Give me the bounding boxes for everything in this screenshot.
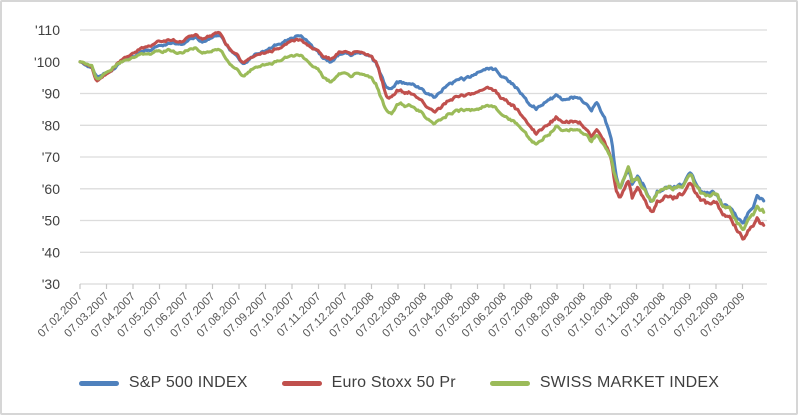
y-axis-tick-label: '60 [42,181,60,197]
y-axis-tick-label: '70 [42,149,60,165]
legend-label-sp500: S&P 500 INDEX [128,374,248,391]
legend-swatch-smi-icon [489,380,530,386]
legend-swatch-eurostoxx-icon [281,380,322,386]
legend-item-eurostoxx: Euro Stoxx 50 Pr [281,374,456,392]
line-chart: '110'100'90'80'70'60'50'40'3007.02.20070… [34,22,767,340]
legend-swatch-sp500-icon [78,380,119,386]
series-line-s-p-500-index [78,34,766,225]
y-axis-tick-label: '80 [42,117,60,133]
legend-item-sp500: S&P 500 INDEX [78,374,248,392]
y-axis-tick-label: '40 [42,244,60,260]
y-axis-tick-label: '30 [42,276,60,292]
y-axis-tick-label: '90 [42,86,60,102]
y-axis-tick-label: '50 [42,213,60,229]
legend-item-smi: SWISS MARKET INDEX [489,374,720,392]
legend-label-smi: SWISS MARKET INDEX [539,374,720,391]
series-line-euro-stoxx-50-pr [78,30,766,241]
y-axis-tick-label: '110 [35,22,60,38]
legend-label-eurostoxx: Euro Stoxx 50 Pr [331,374,456,391]
chart-legend: S&P 500 INDEX Euro Stoxx 50 Pr SWISS MAR… [2,365,796,401]
series-line-swiss-market-index [78,46,766,232]
y-axis-tick-label: '100 [34,54,60,70]
